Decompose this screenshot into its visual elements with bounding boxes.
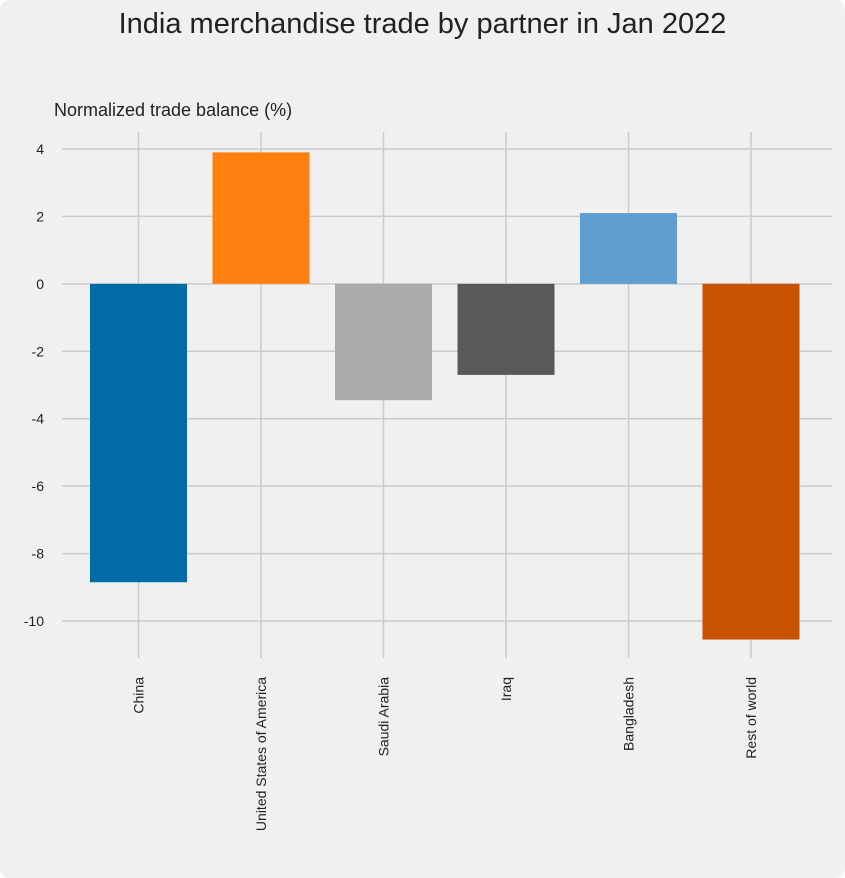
- y-tick-label: -8: [32, 546, 45, 562]
- y-tick-label: 2: [36, 208, 44, 224]
- y-tick-label: -10: [24, 613, 44, 629]
- x-tick-label: Iraq: [498, 677, 514, 701]
- x-tick-labels: China United States of America Saudi Arabi…: [131, 677, 760, 831]
- x-tick-label: Saudi Arabia: [376, 677, 392, 757]
- bars-layer: [90, 152, 800, 640]
- y-tick-label: -6: [32, 478, 45, 494]
- y-tick-label: -4: [32, 411, 45, 427]
- y-axis-label: Normalized trade balance (%): [54, 100, 293, 120]
- bar-rest-of-world: [702, 283, 800, 640]
- y-tick-label: 0: [36, 276, 44, 292]
- y-tick-label: 4: [36, 141, 44, 157]
- x-tick-label: Rest of world: [743, 677, 759, 759]
- bar-china: [90, 283, 187, 583]
- x-tick-label: China: [131, 677, 147, 714]
- bar-saudi-arabia: [335, 283, 432, 401]
- chart-title: India merchandise trade by partner in Ja…: [118, 8, 727, 40]
- y-tick-label: -2: [32, 343, 45, 359]
- bar-iraq: [457, 283, 555, 375]
- bar-united-states-of-america: [212, 152, 310, 284]
- y-tick-labels: 4 2 0 -2 -4 -6 -8 -10: [24, 141, 44, 629]
- x-tick-label: Bangladesh: [621, 677, 637, 751]
- x-tick-label: United States of America: [253, 677, 269, 831]
- bar-bangladesh: [580, 213, 677, 284]
